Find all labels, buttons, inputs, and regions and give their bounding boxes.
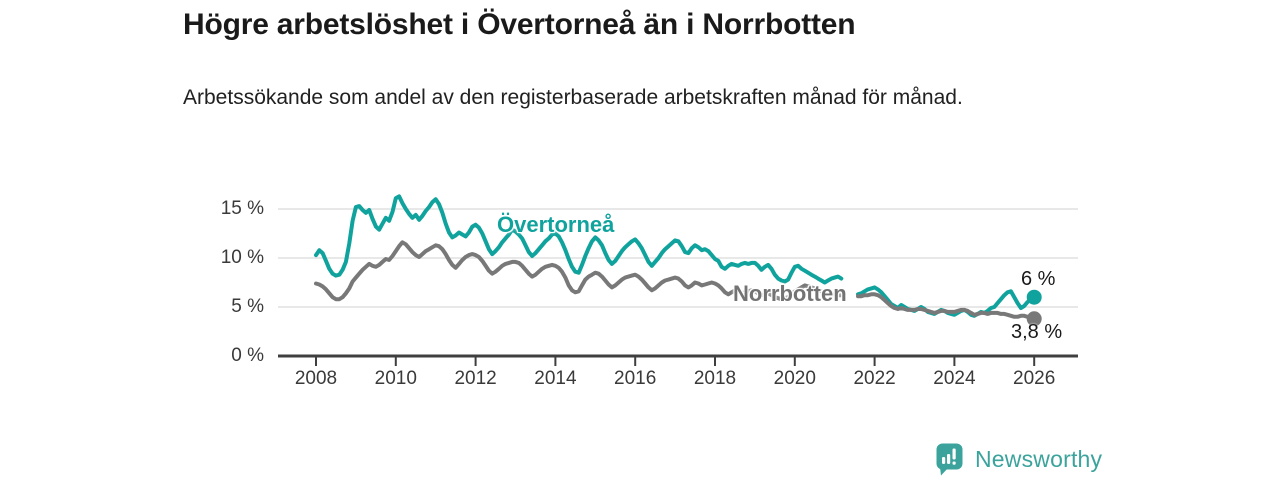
series-line-norrbotten (314, 240, 1037, 321)
y-gridlines (278, 208, 1078, 308)
svg-text:2024: 2024 (933, 368, 976, 389)
svg-text:5 %: 5 % (231, 296, 264, 317)
svg-text:2012: 2012 (454, 368, 496, 389)
end-dot-overtornea (1026, 289, 1042, 305)
end-value-label-norrbotten: 3,8 % (1011, 321, 1063, 343)
svg-text:2026: 2026 (1013, 368, 1055, 389)
series-label-norrbotten: Norrbotten (733, 281, 847, 306)
svg-text:2020: 2020 (774, 368, 816, 389)
chart-title: Högre arbetslöshet i Övertorneå än i Nor… (183, 8, 856, 41)
svg-text:2022: 2022 (853, 368, 895, 389)
series-line-overtornea (314, 194, 1037, 318)
end-value-label-overtornea: 6 % (1021, 268, 1056, 290)
series-label-overtornea: Övertorneå (497, 212, 615, 237)
newsworthy-brand-name: Newsworthy (975, 446, 1103, 472)
svg-text:2008: 2008 (295, 368, 337, 389)
svg-text:2016: 2016 (614, 368, 656, 389)
svg-text:15 %: 15 % (221, 198, 264, 219)
svg-text:10 %: 10 % (221, 247, 264, 268)
newsworthy-brand[interactable]: Newsworthy (936, 443, 1102, 476)
svg-text:0 %: 0 % (231, 345, 264, 366)
x-axis: 2008 2010 2012 2014 2016 2018 2020 2022 2024 2026 (278, 354, 1078, 389)
newsworthy-logo-icon (936, 443, 963, 476)
end-dot-norrbotten (1026, 311, 1042, 327)
svg-text:2010: 2010 (375, 368, 417, 389)
y-axis-labels: 0 % 5 % 10 % 15 % (221, 198, 264, 366)
svg-text:2018: 2018 (694, 368, 736, 389)
chart-subtitle: Arbetssökande som andel av den registerb… (183, 86, 963, 109)
svg-text:2014: 2014 (534, 368, 577, 389)
